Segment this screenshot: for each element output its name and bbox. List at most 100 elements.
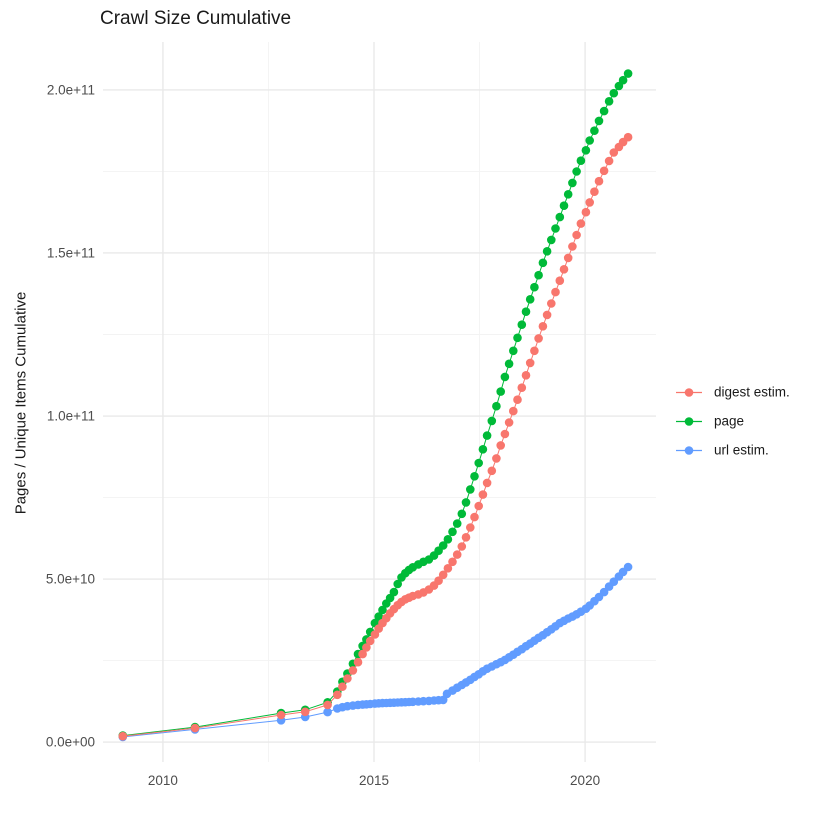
data-point — [521, 371, 531, 380]
data-point — [534, 270, 543, 280]
data-point — [559, 201, 569, 210]
data-point — [470, 472, 479, 481]
series-line-url-estim- — [122, 566, 629, 738]
data-point — [559, 265, 569, 274]
data-point — [513, 395, 522, 405]
legend-key-page-icon — [676, 416, 702, 426]
data-point — [443, 535, 453, 544]
data-point — [487, 416, 497, 426]
data-point — [365, 636, 375, 646]
data-point — [530, 282, 539, 292]
y-axis-title: Pages / Unique Items Cumulative — [12, 291, 30, 515]
data-point — [504, 359, 514, 369]
legend: digest estim. page url estim. — [676, 378, 790, 465]
data-point — [457, 509, 467, 519]
x-tick-label: 2020 — [570, 773, 600, 788]
data-point — [599, 166, 609, 176]
data-point — [470, 512, 479, 522]
data-point — [482, 431, 492, 440]
y-tick-label: 1.5e+11 — [47, 245, 95, 260]
data-point — [374, 612, 384, 621]
data-point — [492, 401, 501, 411]
data-point — [474, 501, 484, 511]
data-point — [590, 126, 599, 135]
data-point — [466, 523, 475, 532]
data-point — [478, 445, 488, 454]
data-point — [323, 700, 332, 710]
data-point — [393, 579, 403, 589]
data-point — [609, 88, 619, 98]
data-point — [618, 75, 628, 85]
data-point — [604, 97, 614, 106]
data-point — [389, 587, 399, 597]
y-tick-label: 5.0e+10 — [46, 572, 95, 587]
data-point — [513, 333, 522, 343]
data-point — [576, 156, 586, 165]
data-point — [276, 710, 286, 720]
data-point — [576, 219, 586, 228]
data-point — [517, 320, 527, 330]
data-point — [509, 346, 518, 356]
data-point — [525, 358, 535, 368]
data-point — [542, 310, 552, 320]
data-point — [555, 276, 565, 286]
data-point — [496, 441, 506, 450]
data-point — [568, 242, 577, 251]
data-point — [572, 230, 581, 240]
data-point — [474, 458, 484, 468]
data-point — [594, 176, 604, 186]
data-point — [478, 490, 488, 499]
legend-key-url-icon — [676, 445, 702, 455]
data-point — [551, 287, 560, 297]
legend-entry-digest: digest estim. — [676, 378, 790, 407]
data-point — [438, 541, 448, 550]
data-point — [530, 346, 539, 356]
data-point — [438, 570, 448, 580]
data-point — [434, 576, 443, 585]
data-point — [504, 418, 514, 427]
y-tick-label: 2.0e+11 — [47, 82, 95, 97]
data-point — [555, 212, 565, 222]
data-point — [500, 372, 510, 382]
data-point — [585, 136, 594, 145]
data-point — [609, 148, 619, 157]
data-point — [362, 643, 371, 652]
x-tick-label: 2015 — [359, 773, 389, 788]
data-point — [563, 253, 573, 263]
data-point — [190, 723, 200, 733]
data-point — [525, 295, 535, 304]
data-point — [452, 519, 462, 528]
data-point — [443, 564, 453, 573]
data-point — [581, 207, 591, 217]
data-point — [623, 69, 633, 78]
data-point — [448, 527, 457, 537]
data-point — [594, 116, 604, 126]
data-point — [590, 187, 599, 196]
data-point — [353, 657, 363, 667]
legend-label-digest: digest estim. — [714, 384, 790, 400]
data-point — [358, 649, 367, 659]
data-point — [333, 690, 342, 700]
data-point — [492, 454, 501, 463]
data-point — [547, 299, 556, 308]
data-point — [461, 533, 471, 542]
data-point — [509, 406, 518, 416]
legend-entry-page: page — [676, 407, 790, 436]
data-point — [534, 334, 543, 343]
data-point — [517, 383, 527, 393]
x-tick-label: 2010 — [148, 773, 178, 788]
data-point — [521, 307, 531, 317]
data-point — [551, 224, 560, 233]
data-point — [581, 146, 591, 155]
data-point — [338, 682, 347, 691]
data-point — [500, 429, 510, 439]
legend-label-page: page — [714, 413, 745, 429]
data-point — [496, 387, 506, 396]
data-point — [457, 542, 467, 551]
data-point — [547, 235, 556, 245]
data-point — [300, 707, 310, 717]
data-point — [378, 605, 387, 615]
data-point — [563, 190, 573, 199]
